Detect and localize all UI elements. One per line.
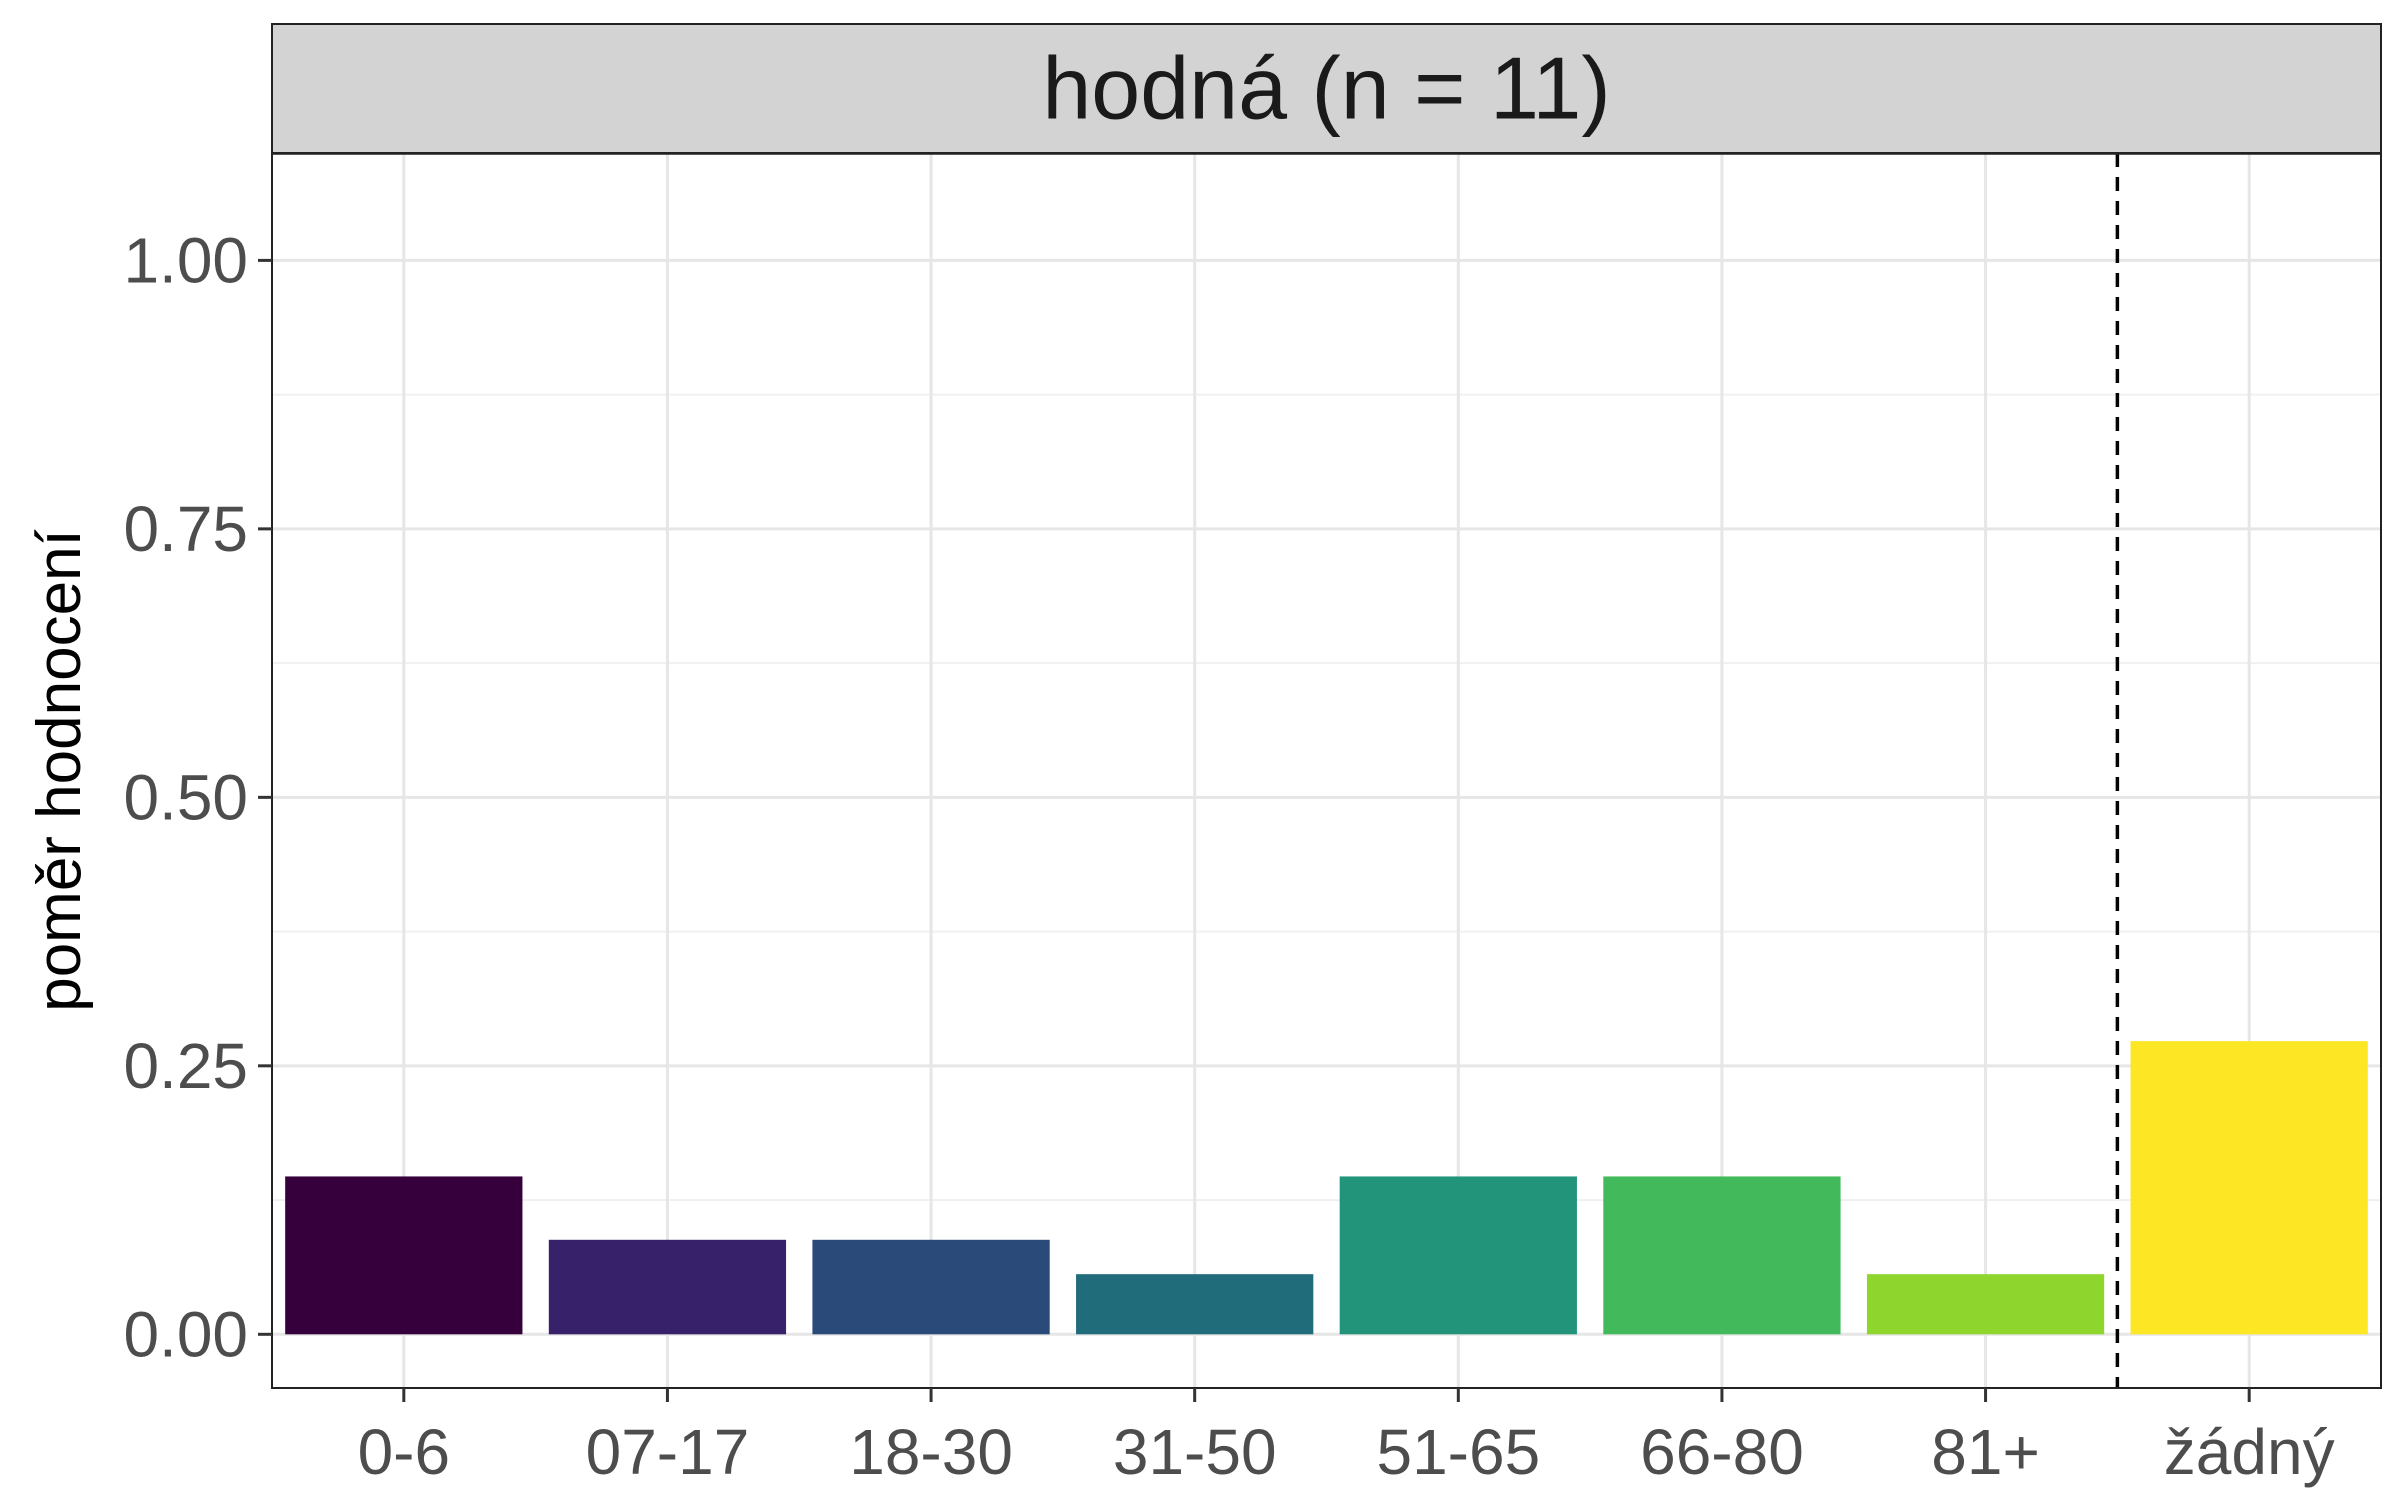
y-axis-label: poměr hodnocení (25, 529, 94, 1012)
bar-žádný (2130, 1041, 2368, 1335)
panel-border (271, 152, 2382, 1389)
bars (285, 1041, 2368, 1335)
x-tick-label: 81+ (1931, 1416, 2040, 1488)
grid-lines (272, 153, 2381, 1388)
y-tick-label: 0.00 (123, 1298, 248, 1370)
bar-81+ (1866, 1274, 2105, 1335)
bar-66-80 (1603, 1176, 1841, 1335)
bar-18-30 (812, 1239, 1050, 1335)
panel-frame (271, 151, 2382, 1389)
y-tick-label: 1.00 (123, 224, 248, 296)
x-tick-label: 07-17 (586, 1416, 750, 1488)
x-tick-label: 31-50 (1113, 1416, 1277, 1488)
panel-strip: hodná (n = 11) (271, 23, 2382, 154)
x-axis: 0-6 07-17 18-30 31-50 51-65 66-80 81+ žádný (358, 1388, 2335, 1488)
x-tick-label: 0-6 (358, 1416, 451, 1488)
x-tick-label: žádný (2164, 1416, 2335, 1488)
y-tick-label: 0.25 (123, 1030, 248, 1102)
x-tick-label: 18-30 (849, 1416, 1013, 1488)
y-axis: poměr hodnocení 0.00 0.25 0.50 0.75 1.00 (25, 224, 272, 1370)
x-tick-label: 51-65 (1376, 1416, 1540, 1488)
bar-51-65 (1339, 1176, 1577, 1335)
y-tick-label: 0.75 (123, 493, 248, 565)
bar-31-50 (1076, 1274, 1314, 1335)
bar-07-17 (548, 1239, 787, 1335)
bar-0-6 (285, 1176, 523, 1335)
panel-strip-background (271, 23, 2382, 154)
x-tick-label: 66-80 (1640, 1416, 1804, 1488)
chart-title: hodná (n = 11) (1042, 39, 1610, 138)
y-tick-label: 0.50 (123, 761, 248, 833)
